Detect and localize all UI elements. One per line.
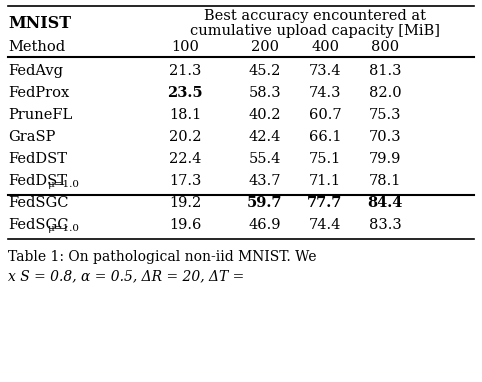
Text: 60.7: 60.7 [308, 108, 341, 122]
Text: cumulative upload capacity [MiB]: cumulative upload capacity [MiB] [190, 24, 440, 38]
Text: 20.2: 20.2 [169, 130, 201, 144]
Text: FedAvg: FedAvg [8, 64, 63, 78]
Text: 18.1: 18.1 [169, 108, 201, 122]
Text: 84.4: 84.4 [367, 196, 402, 210]
Text: 71.1: 71.1 [309, 174, 341, 188]
Text: 45.2: 45.2 [249, 64, 281, 78]
Text: 17.3: 17.3 [169, 174, 201, 188]
Text: GraSP: GraSP [8, 130, 55, 144]
Text: FedDST: FedDST [8, 174, 67, 188]
Text: 200: 200 [251, 40, 279, 54]
Text: μ=1.0: μ=1.0 [48, 180, 80, 189]
Text: FedSGC: FedSGC [8, 196, 68, 210]
Text: 42.4: 42.4 [249, 130, 281, 144]
Text: 79.9: 79.9 [369, 152, 401, 166]
Text: 55.4: 55.4 [249, 152, 281, 166]
Text: 100: 100 [171, 40, 199, 54]
Text: 83.3: 83.3 [369, 218, 402, 232]
Text: 82.0: 82.0 [369, 86, 402, 100]
Text: FedDST: FedDST [8, 152, 67, 166]
Text: FedProx: FedProx [8, 86, 69, 100]
Text: MNIST: MNIST [8, 16, 71, 32]
Text: 23.5: 23.5 [167, 86, 203, 100]
Text: 19.2: 19.2 [169, 196, 201, 210]
Text: 58.3: 58.3 [249, 86, 281, 100]
Text: 66.1: 66.1 [309, 130, 341, 144]
Text: 81.3: 81.3 [369, 64, 401, 78]
Text: 75.1: 75.1 [309, 152, 341, 166]
Text: 46.9: 46.9 [249, 218, 281, 232]
Text: FedSGC: FedSGC [8, 218, 68, 232]
Text: 400: 400 [311, 40, 339, 54]
Text: Best accuracy encountered at: Best accuracy encountered at [204, 9, 426, 23]
Text: 73.4: 73.4 [309, 64, 341, 78]
Text: 21.3: 21.3 [169, 64, 201, 78]
Text: 74.4: 74.4 [309, 218, 341, 232]
Text: 59.7: 59.7 [247, 196, 283, 210]
Text: PruneFL: PruneFL [8, 108, 72, 122]
Text: x S = 0.8, α = 0.5, ΔR = 20, ΔT =: x S = 0.8, α = 0.5, ΔR = 20, ΔT = [8, 270, 244, 284]
Text: 70.3: 70.3 [369, 130, 402, 144]
Text: 74.3: 74.3 [309, 86, 341, 100]
Text: Method: Method [8, 40, 65, 54]
Text: 19.6: 19.6 [169, 218, 201, 232]
Text: 43.7: 43.7 [249, 174, 281, 188]
Text: 78.1: 78.1 [369, 174, 401, 188]
Text: 77.7: 77.7 [308, 196, 343, 210]
Text: μ=1.0: μ=1.0 [48, 224, 80, 233]
Text: 22.4: 22.4 [169, 152, 201, 166]
Text: 75.3: 75.3 [369, 108, 401, 122]
Text: 800: 800 [371, 40, 399, 54]
Text: Table 1: On pathological non-iid MNIST. We: Table 1: On pathological non-iid MNIST. … [8, 250, 317, 264]
Text: 40.2: 40.2 [249, 108, 281, 122]
